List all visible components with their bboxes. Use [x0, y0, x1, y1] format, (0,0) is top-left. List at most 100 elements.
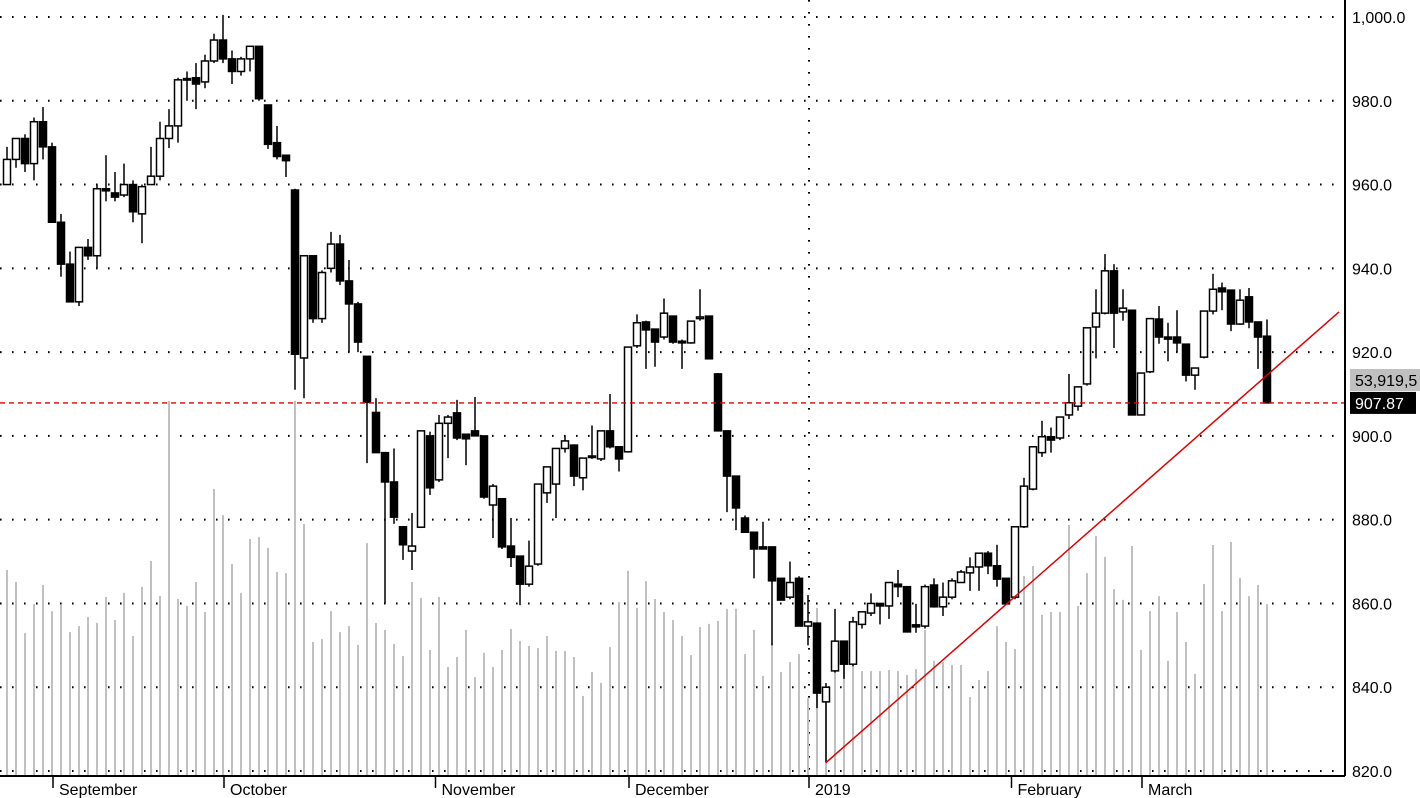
candle-body-down — [1127, 309, 1137, 416]
candle-body-down — [218, 39, 228, 60]
candle-body-down — [1109, 270, 1119, 314]
candles — [2, 14, 1272, 763]
candle — [641, 320, 651, 369]
candle-body-down — [569, 444, 579, 477]
candle-body-up — [686, 320, 696, 344]
candle — [884, 581, 894, 619]
candle — [1154, 306, 1164, 344]
candle — [722, 430, 732, 513]
candle-body-up — [1055, 416, 1065, 439]
candle — [749, 531, 759, 579]
candle — [1172, 310, 1182, 353]
candle-body-down — [677, 340, 687, 344]
month-label: October — [230, 782, 288, 798]
y-tick-label: 840.0 — [1352, 680, 1392, 697]
candle — [119, 163, 129, 198]
candle — [164, 109, 174, 149]
candle-body-down — [740, 517, 750, 533]
candle — [569, 444, 579, 487]
candle — [425, 431, 435, 495]
candle-body-down — [758, 546, 768, 550]
candle — [515, 555, 525, 606]
candle-body-down — [1163, 336, 1173, 340]
y-tick-label: 940.0 — [1352, 261, 1392, 278]
candle — [209, 33, 219, 64]
candle-body-up — [416, 430, 426, 528]
candle — [317, 270, 327, 323]
candle-body-down — [281, 154, 291, 162]
candle-body-up — [164, 125, 174, 140]
candle-body-down — [398, 526, 408, 546]
candle-body-up — [920, 585, 930, 627]
candle — [551, 447, 561, 518]
candle — [263, 104, 273, 149]
candle-body-down — [767, 546, 777, 582]
candle-body-up — [326, 243, 336, 270]
candle — [1109, 264, 1119, 348]
candle-body-down — [191, 76, 201, 85]
candle — [578, 457, 588, 491]
candle-body-up — [1028, 446, 1038, 490]
candle-body-down — [362, 355, 372, 404]
candle-body-down — [335, 243, 345, 282]
candle — [1037, 420, 1047, 457]
candle — [272, 125, 282, 160]
y-tick-label: 1,000.0 — [1352, 10, 1405, 27]
candle — [1028, 446, 1038, 491]
candle — [479, 435, 489, 499]
candle — [443, 414, 453, 459]
candle-body-down — [1154, 318, 1164, 338]
candle-body-up — [209, 39, 219, 62]
candle — [839, 640, 849, 679]
candle-body-down — [506, 545, 516, 559]
candle — [848, 616, 858, 667]
candle-body-down — [371, 411, 381, 454]
candle-body-down — [452, 412, 462, 439]
candle — [938, 582, 948, 617]
candle — [362, 355, 372, 464]
candle-body-up — [155, 137, 165, 177]
candle-body-up — [1118, 307, 1128, 313]
candle-body-up — [785, 581, 795, 598]
candle-body-down — [614, 446, 624, 460]
candle-body-down — [254, 45, 264, 100]
candle — [929, 578, 939, 608]
candle — [1064, 373, 1074, 420]
month-label: November — [442, 782, 516, 798]
candle-body-down — [101, 187, 111, 192]
candle-body-down — [389, 481, 399, 518]
candle-body-up — [623, 346, 633, 453]
candle-body-up — [533, 483, 543, 565]
candle — [191, 63, 201, 110]
candle — [326, 231, 336, 273]
candle — [632, 314, 642, 348]
candle — [821, 683, 831, 763]
candle-body-up — [884, 581, 894, 607]
candle — [128, 180, 138, 223]
candle — [902, 585, 912, 633]
candle-body-up — [821, 686, 831, 703]
candle — [830, 608, 840, 673]
candle-body-up — [245, 45, 255, 60]
candle-body-up — [236, 58, 246, 73]
candle-body-down — [704, 315, 714, 360]
y-tick-label: 960.0 — [1352, 178, 1392, 195]
candle — [776, 577, 786, 601]
candle — [344, 259, 354, 353]
candle — [1046, 427, 1056, 453]
candle-body-up — [857, 611, 867, 626]
candle — [281, 154, 291, 178]
candle-body-down — [893, 583, 903, 588]
candle — [1145, 317, 1155, 374]
candle-body-up — [551, 447, 561, 485]
candle — [227, 50, 237, 85]
candle — [965, 557, 975, 591]
candle-body-down — [1226, 289, 1236, 325]
candle-body-up — [587, 455, 597, 459]
candle-body-down — [479, 435, 489, 498]
candle — [92, 184, 102, 269]
y-tick-label: 920.0 — [1352, 345, 1392, 362]
y-tick-label: 860.0 — [1352, 596, 1392, 613]
candle — [65, 251, 75, 303]
month-label: 2019 — [815, 782, 851, 798]
